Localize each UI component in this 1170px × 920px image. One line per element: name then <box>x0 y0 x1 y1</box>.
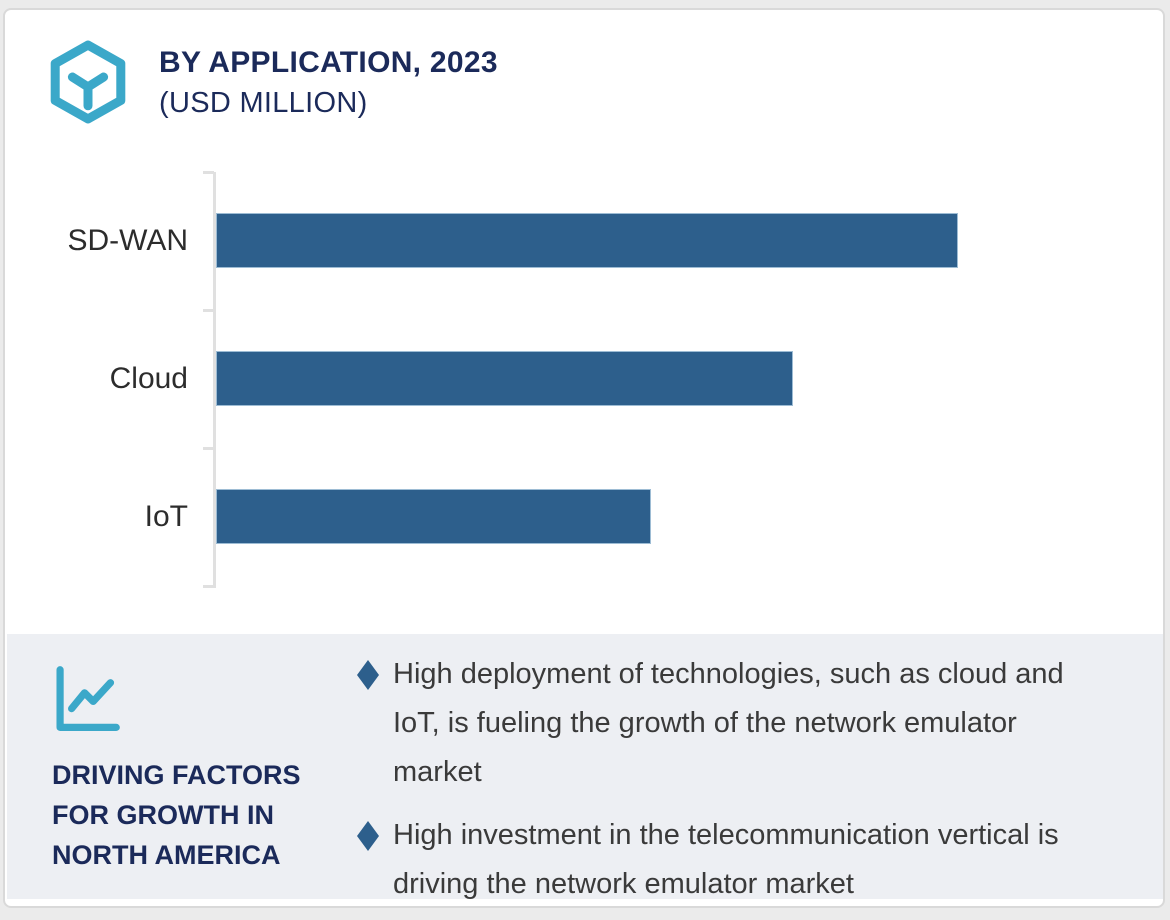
category-label-iot: IoT <box>144 500 188 533</box>
chart-title-line2: (USD MILLION) <box>159 87 368 119</box>
axis-tick <box>203 585 214 588</box>
driving-factors-panel: DRIVING FACTORS FOR GROWTH IN NORTH AMER… <box>7 634 1163 900</box>
report-card: BY APPLICATION, 2023 (USD MILLION) SD-WA… <box>3 8 1165 908</box>
driving-factors-heading: DRIVING FACTORS FOR GROWTH IN NORTH AMER… <box>52 760 301 870</box>
y-axis-line <box>213 172 216 588</box>
bar-sd-wan <box>216 213 958 268</box>
line-chart-icon <box>56 666 120 731</box>
chart-title: BY APPLICATION, 2023 (USD MILLION) <box>159 42 498 124</box>
diamond-bullet-icon <box>357 821 379 851</box>
axis-tick <box>203 309 214 312</box>
axis-tick <box>203 447 214 450</box>
bar-cloud <box>216 351 793 406</box>
driving-factors-list: High deployment of technologies, such as… <box>357 650 1119 906</box>
axis-tick <box>203 171 214 174</box>
chart-title-line1: BY APPLICATION, 2023 <box>159 46 498 79</box>
list-item: High deployment of technologies, such as… <box>357 650 1119 797</box>
bar-chart: SD-WAN Cloud IoT <box>5 10 1163 630</box>
bullet-text: High investment in the telecommunication… <box>393 819 1059 900</box>
hexagon-y-logo-icon <box>50 40 126 124</box>
diamond-bullet-icon <box>357 660 379 690</box>
category-label-cloud: Cloud <box>109 362 188 395</box>
category-label-sd-wan: SD-WAN <box>67 224 188 257</box>
bullet-text: High deployment of technologies, such as… <box>393 658 1064 788</box>
list-item: High investment in the telecommunication… <box>357 811 1119 906</box>
bar-iot <box>216 489 651 544</box>
